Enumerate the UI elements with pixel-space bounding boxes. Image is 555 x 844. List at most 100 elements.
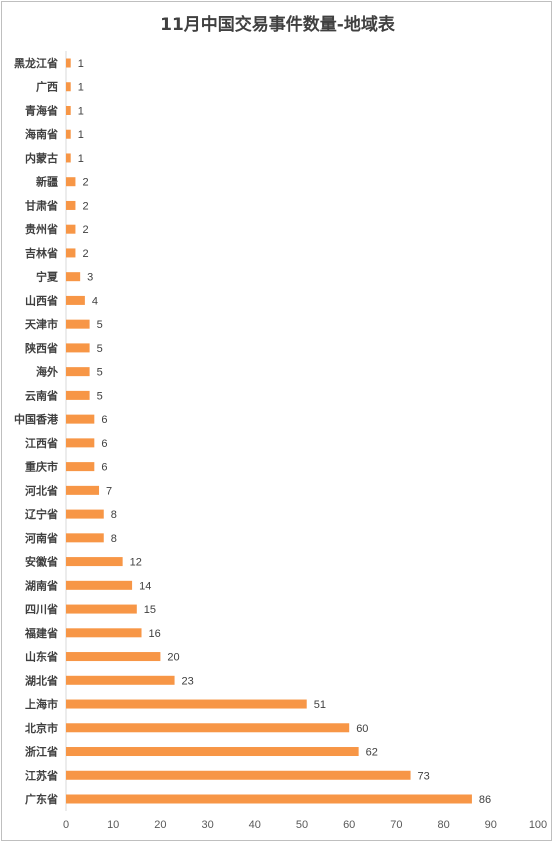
category-label: 江苏省 — [25, 768, 58, 782]
data-label: 14 — [139, 580, 151, 592]
bar — [66, 224, 76, 234]
category-label: 福建省 — [24, 626, 58, 640]
data-label: 5 — [97, 390, 103, 402]
x-tick-label: 60 — [343, 819, 355, 831]
x-tick-label: 40 — [249, 819, 261, 831]
category-label: 贵州省 — [25, 222, 58, 236]
category-label: 辽宁省 — [25, 507, 58, 521]
category-label: 湖南省 — [25, 578, 58, 592]
data-label: 16 — [149, 628, 161, 640]
data-label: 60 — [356, 723, 368, 735]
category-label: 吉林省 — [25, 246, 58, 260]
bar — [66, 557, 123, 567]
data-label: 4 — [92, 295, 98, 307]
bar — [66, 509, 104, 519]
data-label: 6 — [101, 414, 107, 426]
category-label: 河北省 — [25, 483, 58, 497]
category-label: 湖北省 — [25, 673, 58, 687]
data-label: 8 — [111, 533, 117, 545]
category-label: 海南省 — [25, 127, 58, 141]
category-label: 甘肃省 — [25, 198, 58, 212]
category-label: 安徽省 — [25, 555, 58, 569]
x-tick-label: 10 — [107, 819, 119, 831]
category-label: 黑龙江省 — [14, 56, 58, 70]
data-label: 8 — [111, 509, 117, 521]
data-label: 1 — [78, 105, 84, 117]
bar — [66, 248, 76, 258]
data-label: 15 — [144, 604, 156, 616]
bar — [66, 414, 95, 424]
data-label: 23 — [182, 675, 194, 687]
data-label: 5 — [97, 367, 103, 379]
category-label: 宁夏 — [36, 270, 59, 284]
category-label: 重庆市 — [25, 460, 58, 474]
chart-title: 11月中国交易事件数量-地域表 — [160, 15, 395, 35]
data-label: 1 — [78, 82, 84, 94]
data-label: 2 — [82, 248, 88, 260]
data-label: 20 — [167, 652, 179, 664]
data-label: 1 — [78, 129, 84, 141]
bar — [66, 200, 76, 210]
data-label: 3 — [87, 272, 93, 284]
bar — [66, 438, 95, 448]
category-label: 新疆 — [36, 175, 58, 189]
bar — [66, 343, 90, 353]
category-label: 广西 — [36, 80, 58, 94]
category-label: 山西省 — [25, 293, 58, 307]
category-label: 海外 — [36, 365, 58, 379]
category-label: 青海省 — [25, 103, 58, 117]
bar — [66, 628, 142, 638]
category-label: 浙江省 — [25, 745, 58, 759]
category-label: 陕西省 — [25, 341, 58, 355]
category-label: 广东省 — [25, 792, 58, 806]
x-tick-label: 70 — [390, 819, 402, 831]
bar — [66, 82, 71, 92]
category-label: 天津市 — [25, 317, 58, 331]
data-label: 1 — [78, 153, 84, 165]
bar — [66, 272, 81, 282]
x-tick-label: 80 — [437, 819, 449, 831]
category-label: 内蒙古 — [25, 151, 58, 165]
category-label: 山东省 — [25, 650, 58, 664]
bar — [66, 367, 90, 377]
bar — [66, 153, 71, 163]
data-label: 62 — [366, 747, 378, 759]
bar — [66, 58, 71, 68]
bar — [66, 462, 95, 472]
x-tick-label: 100 — [529, 819, 547, 831]
data-label: 5 — [97, 319, 103, 331]
bar — [66, 533, 104, 543]
bar — [66, 390, 90, 400]
x-tick-label: 90 — [485, 819, 497, 831]
x-tick-label: 50 — [296, 819, 308, 831]
category-label: 上海市 — [25, 697, 58, 711]
data-label: 73 — [418, 770, 430, 782]
data-label: 2 — [82, 200, 88, 212]
bar — [66, 319, 90, 329]
data-label: 6 — [101, 438, 107, 450]
bar — [66, 770, 411, 780]
category-label: 云南省 — [25, 388, 58, 402]
bar — [66, 652, 161, 662]
bar — [66, 794, 472, 804]
bar — [66, 129, 71, 139]
data-label: 2 — [82, 224, 88, 236]
data-label: 6 — [101, 462, 107, 474]
bar — [66, 723, 350, 733]
bar — [66, 580, 133, 590]
data-label: 12 — [130, 557, 142, 569]
bar — [66, 675, 175, 685]
bar — [66, 295, 85, 305]
data-label: 51 — [314, 699, 326, 711]
bar — [66, 747, 359, 757]
data-label: 2 — [82, 177, 88, 189]
x-tick-label: 30 — [201, 819, 213, 831]
x-tick-label: 0 — [63, 819, 69, 831]
bar — [66, 177, 76, 187]
bar — [66, 105, 71, 115]
category-label: 四川省 — [25, 602, 58, 616]
category-label: 中国香港 — [14, 412, 59, 426]
category-label: 北京市 — [25, 721, 58, 735]
category-label: 江西省 — [25, 436, 58, 450]
